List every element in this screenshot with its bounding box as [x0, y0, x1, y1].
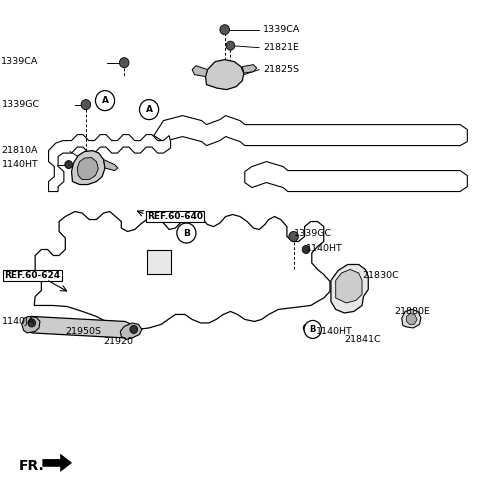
Circle shape: [81, 100, 91, 110]
Circle shape: [28, 319, 36, 327]
Circle shape: [302, 245, 310, 254]
Polygon shape: [104, 160, 118, 170]
Circle shape: [303, 324, 311, 332]
Text: 21810A: 21810A: [1, 146, 38, 155]
Text: B: B: [310, 325, 316, 334]
Circle shape: [120, 58, 129, 68]
Polygon shape: [242, 65, 257, 73]
Text: 21821E: 21821E: [263, 43, 299, 52]
Polygon shape: [48, 135, 170, 191]
Polygon shape: [22, 317, 40, 333]
Circle shape: [304, 321, 322, 339]
Circle shape: [177, 223, 196, 243]
Text: A: A: [102, 96, 108, 105]
Circle shape: [226, 41, 235, 50]
Text: 21830C: 21830C: [362, 271, 399, 280]
Polygon shape: [72, 151, 105, 184]
Text: 1339GC: 1339GC: [1, 100, 40, 109]
Polygon shape: [28, 317, 137, 338]
Circle shape: [130, 326, 138, 334]
Polygon shape: [77, 158, 98, 179]
Polygon shape: [331, 265, 368, 313]
Polygon shape: [192, 66, 207, 77]
Circle shape: [96, 91, 115, 111]
Polygon shape: [154, 116, 468, 146]
Text: 1140JA: 1140JA: [1, 317, 35, 326]
Polygon shape: [407, 314, 417, 325]
Text: 21825S: 21825S: [263, 65, 299, 74]
Text: 1339CA: 1339CA: [0, 57, 38, 66]
Text: A: A: [145, 105, 153, 114]
Text: 21880E: 21880E: [394, 307, 430, 316]
Text: 21841C: 21841C: [344, 335, 381, 344]
Circle shape: [65, 160, 72, 168]
Text: 1339GC: 1339GC: [294, 228, 332, 237]
Text: FR.: FR.: [19, 459, 45, 473]
Circle shape: [220, 25, 229, 35]
Text: REF.60-624: REF.60-624: [4, 271, 60, 280]
Polygon shape: [147, 249, 170, 275]
Text: B: B: [183, 228, 190, 237]
Polygon shape: [34, 211, 330, 330]
Polygon shape: [336, 270, 362, 303]
Text: 1140HT: 1140HT: [306, 243, 343, 253]
Text: 1140HT: 1140HT: [1, 160, 38, 169]
Circle shape: [289, 231, 299, 241]
Polygon shape: [245, 161, 468, 191]
Polygon shape: [120, 323, 142, 340]
Text: 21950S: 21950S: [65, 327, 101, 336]
Polygon shape: [402, 310, 421, 328]
Text: 1339CA: 1339CA: [263, 25, 300, 34]
Text: 21920: 21920: [104, 337, 133, 346]
Text: 1140HT: 1140HT: [316, 327, 352, 336]
Circle shape: [140, 100, 158, 120]
Polygon shape: [43, 454, 72, 471]
Polygon shape: [205, 60, 244, 90]
Text: REF.60-640: REF.60-640: [147, 212, 203, 221]
